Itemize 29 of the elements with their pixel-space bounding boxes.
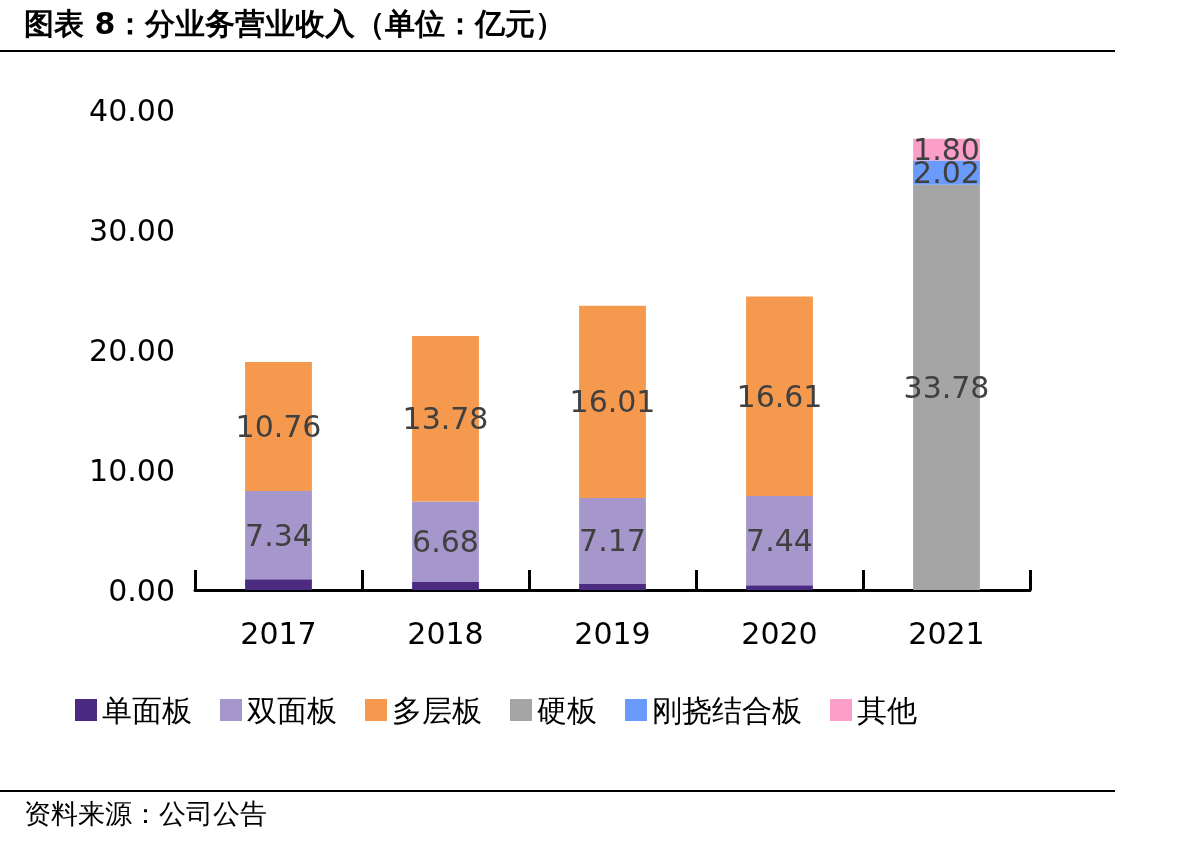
data-label: 7.17 [579,523,646,559]
x-tick-label: 2018 [407,615,484,651]
bar [245,491,312,580]
bar [579,584,646,590]
bar [245,579,312,590]
x-tick-label: 2017 [240,615,317,651]
data-label: 7.44 [746,523,813,559]
chart-title: 图表 8：分业务营业收入（单位：亿元） [24,5,566,43]
legend-label: 双面板 [247,692,337,728]
y-tick-label: 40.00 [89,92,175,128]
legend-label: 刚挠结合板 [652,692,802,728]
x-tick-label: 2019 [574,615,651,651]
legend-label: 其他 [857,692,917,728]
x-tick-label: 2021 [908,615,985,651]
y-tick-label: 20.00 [89,332,175,368]
data-label: 7.34 [245,517,312,553]
text: 资料来源：公司公告 [24,797,267,831]
y-tick-label: 30.00 [89,212,175,248]
bar [579,497,646,584]
legend-label: 单面板 [102,692,192,728]
legend-label: 硬板 [537,692,597,728]
y-tick-label: 10.00 [89,452,175,488]
data-label: 6.68 [412,524,479,560]
legend-label: 多层板 [392,692,482,728]
bar [412,581,479,590]
y-tick-label: 0.00 [108,572,175,608]
bar [746,495,813,586]
x-tick-label: 2020 [741,615,818,651]
bar [746,585,813,590]
